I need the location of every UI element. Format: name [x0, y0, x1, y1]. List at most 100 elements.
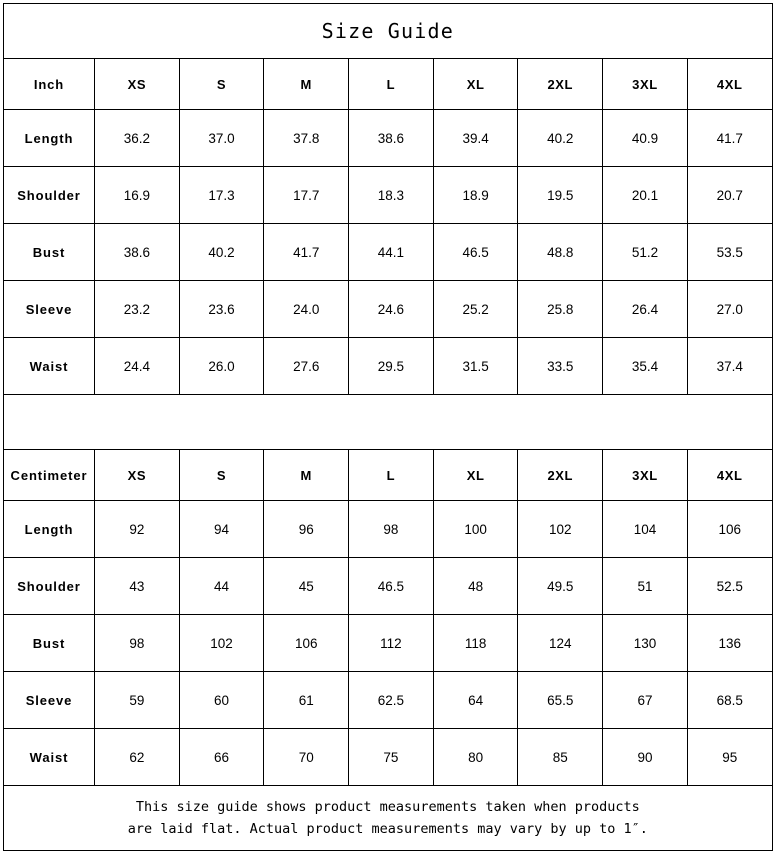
inch-bust-4xl: 53.5	[686, 223, 773, 281]
cm-length-xl: 100	[432, 500, 519, 558]
inch-bust-2xl: 48.8	[517, 223, 604, 281]
inch-header-m: M	[263, 58, 350, 110]
title-row: Size Guide	[3, 3, 773, 59]
inch-length-s: 37.0	[178, 109, 265, 167]
size-guide-disclaimer: This size guide shows product measuremen…	[3, 785, 773, 851]
table-row: Length 36.2 37.0 37.8 38.6 39.4 40.2 40.…	[3, 109, 773, 167]
inch-shoulder-s: 17.3	[178, 166, 265, 224]
size-guide-body: Size Guide Inch XS S M L XL 2XL 3XL 4XL …	[3, 3, 773, 851]
inch-bust-l: 44.1	[348, 223, 434, 281]
table-row: Sleeve 59 60 61 62.5 64 65.5 67 68.5	[3, 671, 773, 729]
cm-waist-2xl: 85	[517, 728, 604, 786]
inch-row-label-waist: Waist	[3, 337, 95, 395]
table-row: Bust 98 102 106 112 118 124 130 136	[3, 614, 773, 672]
cm-shoulder-xs: 43	[94, 557, 180, 615]
inch-header-l: L	[348, 58, 434, 110]
cm-sleeve-4xl: 68.5	[686, 671, 773, 729]
inch-row-label-bust: Bust	[3, 223, 95, 281]
cm-header-s: S	[178, 449, 265, 501]
inch-length-xs: 36.2	[94, 109, 180, 167]
inch-shoulder-3xl: 20.1	[602, 166, 688, 224]
inch-shoulder-xs: 16.9	[94, 166, 180, 224]
table-row: Waist 62 66 70 75 80 85 90 95	[3, 728, 773, 786]
cm-header-4xl: 4XL	[686, 449, 773, 501]
cm-sleeve-m: 61	[263, 671, 350, 729]
cm-shoulder-2xl: 49.5	[517, 557, 604, 615]
inch-sleeve-4xl: 27.0	[686, 280, 773, 338]
inch-sleeve-2xl: 25.8	[517, 280, 604, 338]
inch-length-4xl: 41.7	[686, 109, 773, 167]
cm-bust-xs: 98	[94, 614, 180, 672]
table-row: Waist 24.4 26.0 27.6 29.5 31.5 33.5 35.4…	[3, 337, 773, 395]
inch-header-4xl: 4XL	[686, 58, 773, 110]
inch-length-m: 37.8	[263, 109, 350, 167]
cm-length-3xl: 104	[602, 500, 688, 558]
table-row: Shoulder 16.9 17.3 17.7 18.3 18.9 19.5 2…	[3, 166, 773, 224]
inch-header-xs: XS	[94, 58, 180, 110]
cm-length-4xl: 106	[686, 500, 773, 558]
cm-shoulder-3xl: 51	[602, 557, 688, 615]
cm-shoulder-m: 45	[263, 557, 350, 615]
inch-sleeve-xl: 25.2	[432, 280, 519, 338]
inch-bust-3xl: 51.2	[602, 223, 688, 281]
inch-shoulder-2xl: 19.5	[517, 166, 604, 224]
inch-waist-2xl: 33.5	[517, 337, 604, 395]
inch-row-label-sleeve: Sleeve	[3, 280, 95, 338]
table-row: Sleeve 23.2 23.6 24.0 24.6 25.2 25.8 26.…	[3, 280, 773, 338]
footer-note-row: This size guide shows product measuremen…	[3, 785, 773, 851]
cm-row-label-shoulder: Shoulder	[3, 557, 95, 615]
cm-waist-xl: 80	[432, 728, 519, 786]
cm-sleeve-xl: 64	[432, 671, 519, 729]
inch-waist-s: 26.0	[178, 337, 265, 395]
size-guide-table: Size Guide Inch XS S M L XL 2XL 3XL 4XL …	[3, 3, 773, 851]
inch-sleeve-m: 24.0	[263, 280, 350, 338]
cm-waist-4xl: 95	[686, 728, 773, 786]
cm-row-label-waist: Waist	[3, 728, 95, 786]
cm-shoulder-4xl: 52.5	[686, 557, 773, 615]
cm-row-label-bust: Bust	[3, 614, 95, 672]
cm-length-xs: 92	[94, 500, 180, 558]
inch-header-s: S	[178, 58, 265, 110]
inch-header-2xl: 2XL	[517, 58, 604, 110]
cm-unit-label: Centimeter	[3, 449, 95, 501]
inch-header-xl: XL	[432, 58, 519, 110]
cm-sleeve-s: 60	[178, 671, 265, 729]
cm-bust-xl: 118	[432, 614, 519, 672]
cm-length-2xl: 102	[517, 500, 604, 558]
cm-header-3xl: 3XL	[602, 449, 688, 501]
inch-sleeve-3xl: 26.4	[602, 280, 688, 338]
cm-row-label-sleeve: Sleeve	[3, 671, 95, 729]
inch-waist-xs: 24.4	[94, 337, 180, 395]
inch-sleeve-xs: 23.2	[94, 280, 180, 338]
cm-waist-m: 70	[263, 728, 350, 786]
cm-waist-xs: 62	[94, 728, 180, 786]
table-spacer-cell	[3, 394, 773, 450]
inch-shoulder-xl: 18.9	[432, 166, 519, 224]
cm-bust-m: 106	[263, 614, 350, 672]
inch-bust-xl: 46.5	[432, 223, 519, 281]
inch-bust-s: 40.2	[178, 223, 265, 281]
inch-sleeve-s: 23.6	[178, 280, 265, 338]
cm-shoulder-s: 44	[178, 557, 265, 615]
inch-shoulder-l: 18.3	[348, 166, 434, 224]
inch-sleeve-l: 24.6	[348, 280, 434, 338]
inch-length-l: 38.6	[348, 109, 434, 167]
inch-waist-3xl: 35.4	[602, 337, 688, 395]
inch-bust-xs: 38.6	[94, 223, 180, 281]
inch-length-2xl: 40.2	[517, 109, 604, 167]
cm-header-2xl: 2XL	[517, 449, 604, 501]
page-title: Size Guide	[3, 3, 773, 59]
cm-length-s: 94	[178, 500, 265, 558]
cm-waist-s: 66	[178, 728, 265, 786]
cm-row-label-length: Length	[3, 500, 95, 558]
cm-bust-s: 102	[178, 614, 265, 672]
inch-shoulder-4xl: 20.7	[686, 166, 773, 224]
cm-header-xl: XL	[432, 449, 519, 501]
inch-waist-m: 27.6	[263, 337, 350, 395]
cm-header-xs: XS	[94, 449, 180, 501]
inch-header-3xl: 3XL	[602, 58, 688, 110]
cm-bust-2xl: 124	[517, 614, 604, 672]
cm-bust-3xl: 130	[602, 614, 688, 672]
cm-header-row: Centimeter XS S M L XL 2XL 3XL 4XL	[3, 449, 773, 501]
